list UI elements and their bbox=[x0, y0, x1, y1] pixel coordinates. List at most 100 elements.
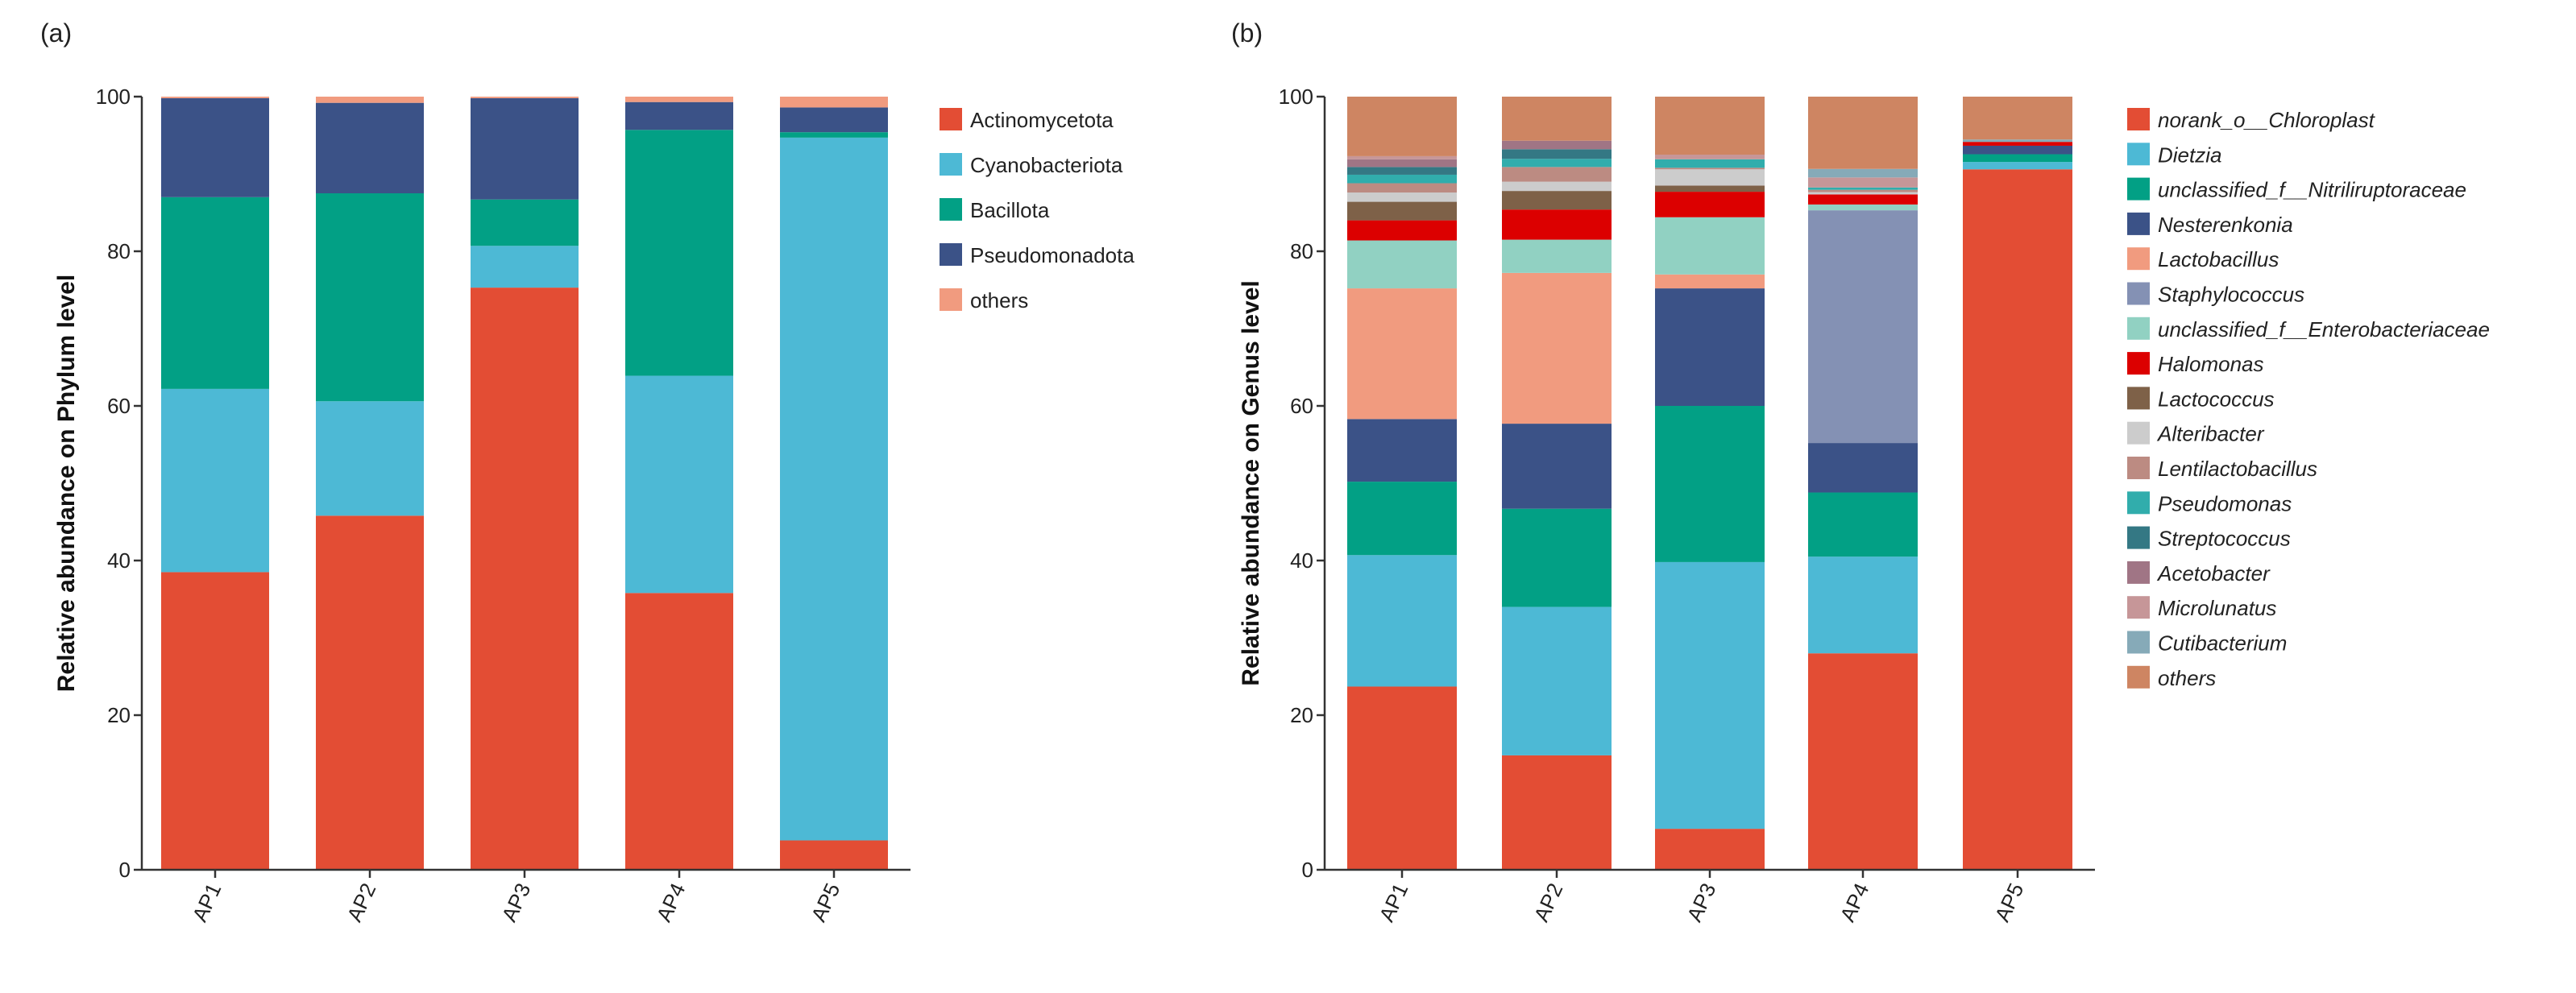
x-tick-label: AP4 bbox=[1835, 879, 1873, 925]
bar-segment-AP5-cyanobacteriota bbox=[780, 137, 888, 841]
legend-item: Cutibacterium bbox=[2127, 631, 2287, 656]
bar-segment-AP4-actinomycetota bbox=[625, 593, 733, 870]
legend-swatch bbox=[2127, 457, 2150, 479]
bar-segment-AP4-alteribacter bbox=[1808, 192, 1918, 195]
legend-swatch bbox=[2127, 352, 2150, 375]
bar-segment-AP2-others bbox=[316, 97, 424, 103]
bar-segment-AP2-halomonas bbox=[1502, 209, 1612, 240]
legend-swatch bbox=[2127, 561, 2150, 584]
bar-segment-AP4-dietzia bbox=[1808, 556, 1918, 654]
y-axis-label-a: Relative abundance on Phylum level bbox=[53, 275, 80, 693]
bar-segment-AP4-microlunatus bbox=[1808, 177, 1918, 188]
legend-swatch bbox=[2127, 421, 2150, 445]
bar-segment-AP3-nesterenkonia bbox=[1655, 288, 1765, 406]
bar-segment-AP5-nesterenkonia bbox=[1963, 145, 2072, 155]
legend-item: norank_o__Chloroplast bbox=[2127, 108, 2376, 132]
legend-swatch bbox=[2127, 526, 2150, 549]
legend-label: Halomonas bbox=[2158, 352, 2264, 376]
bar-segment-AP2-streptococcus bbox=[1502, 149, 1612, 159]
y-tick-label: 100 bbox=[96, 85, 131, 109]
x-tick-label: AP2 bbox=[1529, 879, 1567, 925]
legend-label: unclassified_f__Nitriliruptoraceae bbox=[2158, 178, 2466, 202]
bar-segment-AP3-lactococcus bbox=[1655, 185, 1765, 192]
bar-segment-AP2-acetobacter bbox=[1502, 140, 1612, 150]
bar-segment-AP4-others bbox=[1808, 97, 1918, 169]
bar-segment-AP1-pseudomonas bbox=[1347, 174, 1457, 184]
legend-item: Lentilactobacillus bbox=[2127, 457, 2317, 481]
bar-segment-AP2-lentilactobacillus bbox=[1502, 167, 1612, 182]
bar-stack-AP5 bbox=[1963, 97, 2072, 871]
legend-label: Cutibacterium bbox=[2158, 631, 2287, 656]
bars-a bbox=[161, 97, 888, 870]
legend-label: Lactobacillus bbox=[2158, 247, 2279, 271]
bar-segment-AP5-norank-o-chloroplast bbox=[1963, 169, 2072, 871]
bar-segment-AP2-lactobacillus bbox=[1502, 272, 1612, 424]
bar-segment-AP1-norank-o-chloroplast bbox=[1347, 686, 1457, 870]
bar-segment-AP1-others bbox=[1347, 97, 1457, 156]
legend-label: Nesterenkonia bbox=[2158, 213, 2293, 237]
y-tick-label: 40 bbox=[107, 548, 131, 573]
legend-item: Actinomycetota bbox=[940, 108, 1114, 132]
bar-segment-AP3-unclassified-f-enterobacteriaceae bbox=[1655, 217, 1765, 275]
bar-segment-AP1-lactobacillus bbox=[1347, 288, 1457, 420]
bar-segment-AP4-pseudomonas bbox=[1808, 187, 1918, 190]
legend-label: Acetobacter bbox=[2156, 561, 2271, 585]
bar-segment-AP4-cyanobacteriota bbox=[625, 375, 733, 594]
bar-segment-AP2-dietzia bbox=[1502, 606, 1612, 755]
legend-label: Lentilactobacillus bbox=[2158, 457, 2317, 481]
bar-segment-AP5-dietzia bbox=[1963, 162, 2072, 170]
legend-label: Pseudomonas bbox=[2158, 491, 2292, 515]
bar-segment-AP5-halomonas bbox=[1963, 142, 2072, 146]
bar-segment-AP2-nesterenkonia bbox=[1502, 424, 1612, 509]
legend-item: Pseudomonas bbox=[2127, 491, 2292, 515]
bar-segment-AP3-actinomycetota bbox=[471, 288, 579, 870]
bar-segment-AP3-bacillota bbox=[471, 199, 579, 246]
legend-swatch bbox=[2127, 665, 2150, 689]
y-tick-label: 0 bbox=[119, 858, 131, 882]
legend-label: unclassified_f__Enterobacteriaceae bbox=[2158, 317, 2490, 341]
legend-item: Cyanobacteriota bbox=[940, 153, 1123, 177]
bar-segment-AP5-cutibacterium bbox=[1963, 139, 2072, 143]
bar-segment-AP1-streptococcus bbox=[1347, 167, 1457, 175]
bar-segment-AP4-nesterenkonia bbox=[1808, 443, 1918, 493]
bar-segment-AP4-cutibacterium bbox=[1808, 168, 1918, 178]
bar-stack-AP2 bbox=[1502, 97, 1612, 870]
x-tick-label: AP5 bbox=[806, 879, 844, 925]
legend-label: Streptococcus bbox=[2158, 527, 2291, 551]
x-tick-label: AP2 bbox=[342, 879, 380, 925]
legend-swatch bbox=[940, 108, 962, 130]
bar-segment-AP4-bacillota bbox=[625, 130, 733, 376]
x-tick-label: AP3 bbox=[1682, 879, 1720, 925]
legend-swatch bbox=[2127, 282, 2150, 305]
bar-segment-AP5-bacillota bbox=[780, 132, 888, 138]
legend-label: Staphylococcus bbox=[2158, 283, 2304, 307]
bar-segment-AP1-cyanobacteriota bbox=[161, 388, 269, 573]
bar-segment-AP5-pseudomonadota bbox=[780, 107, 888, 133]
legend-swatch bbox=[940, 198, 962, 221]
bar-segment-AP2-pseudomonas bbox=[1502, 159, 1612, 168]
x-tick-label: AP5 bbox=[1989, 879, 2028, 925]
legend-swatch bbox=[2127, 177, 2150, 201]
bar-segment-AP1-unclassified-f-enterobacteriaceae bbox=[1347, 240, 1457, 289]
legend-swatch bbox=[940, 243, 962, 266]
y-axis-label-b: Relative abundance on Genus level bbox=[1238, 280, 1264, 686]
bar-segment-AP4-norank-o-chloroplast bbox=[1808, 653, 1918, 870]
legend-label: Bacillota bbox=[970, 198, 1050, 222]
legend-item: unclassified_f__Nitriliruptoraceae bbox=[2127, 177, 2466, 202]
bar-stack-AP2 bbox=[316, 97, 424, 870]
bar-segment-AP2-lactococcus bbox=[1502, 191, 1612, 210]
bar-segment-AP3-others bbox=[471, 97, 579, 98]
legend-item: Dietzia bbox=[2127, 143, 2221, 167]
y-tick-label: 40 bbox=[1290, 548, 1313, 573]
bar-segment-AP2-bacillota bbox=[316, 193, 424, 402]
legend-label: Pseudomonadota bbox=[970, 243, 1135, 267]
legend-item: Halomonas bbox=[2127, 352, 2264, 376]
y-tick-label: 60 bbox=[1290, 394, 1313, 418]
legend-label: Cyanobacteriota bbox=[970, 153, 1123, 177]
bar-segment-AP3-norank-o-chloroplast bbox=[1655, 829, 1765, 870]
bar-segment-AP4-pseudomonadota bbox=[625, 101, 733, 130]
bar-segment-AP1-nesterenkonia bbox=[1347, 419, 1457, 482]
legend-item: Alteribacter bbox=[2127, 421, 2265, 446]
bar-segment-AP2-others bbox=[1502, 97, 1612, 141]
bar-segment-AP3-dietzia bbox=[1655, 561, 1765, 830]
